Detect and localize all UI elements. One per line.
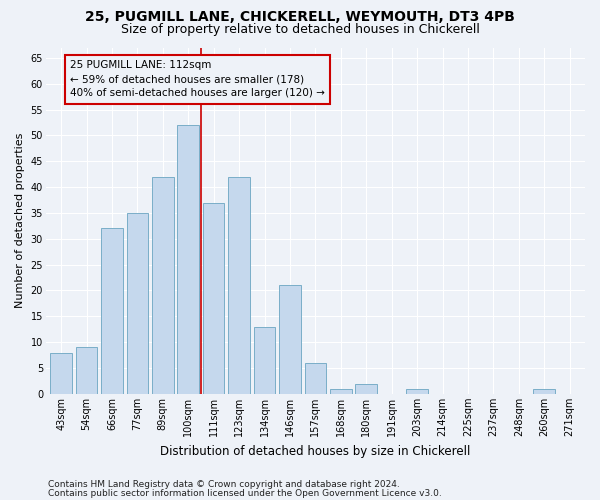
Bar	[229, 176, 250, 394]
X-axis label: Distribution of detached houses by size in Chickerell: Distribution of detached houses by size …	[160, 444, 470, 458]
Bar	[50, 352, 72, 394]
Bar	[533, 388, 555, 394]
Bar	[279, 286, 301, 394]
Bar	[330, 388, 352, 394]
Bar	[178, 125, 199, 394]
Bar	[254, 326, 275, 394]
Text: Contains public sector information licensed under the Open Government Licence v3: Contains public sector information licen…	[48, 489, 442, 498]
Bar	[76, 348, 97, 394]
Text: Contains HM Land Registry data © Crown copyright and database right 2024.: Contains HM Land Registry data © Crown c…	[48, 480, 400, 489]
Bar	[355, 384, 377, 394]
Bar	[101, 228, 123, 394]
Y-axis label: Number of detached properties: Number of detached properties	[15, 133, 25, 308]
Text: 25, PUGMILL LANE, CHICKERELL, WEYMOUTH, DT3 4PB: 25, PUGMILL LANE, CHICKERELL, WEYMOUTH, …	[85, 10, 515, 24]
Bar	[127, 213, 148, 394]
Text: 25 PUGMILL LANE: 112sqm
← 59% of detached houses are smaller (178)
40% of semi-d: 25 PUGMILL LANE: 112sqm ← 59% of detache…	[70, 60, 325, 98]
Text: Size of property relative to detached houses in Chickerell: Size of property relative to detached ho…	[121, 22, 479, 36]
Bar	[305, 363, 326, 394]
Bar	[406, 388, 428, 394]
Bar	[152, 176, 173, 394]
Bar	[203, 202, 224, 394]
